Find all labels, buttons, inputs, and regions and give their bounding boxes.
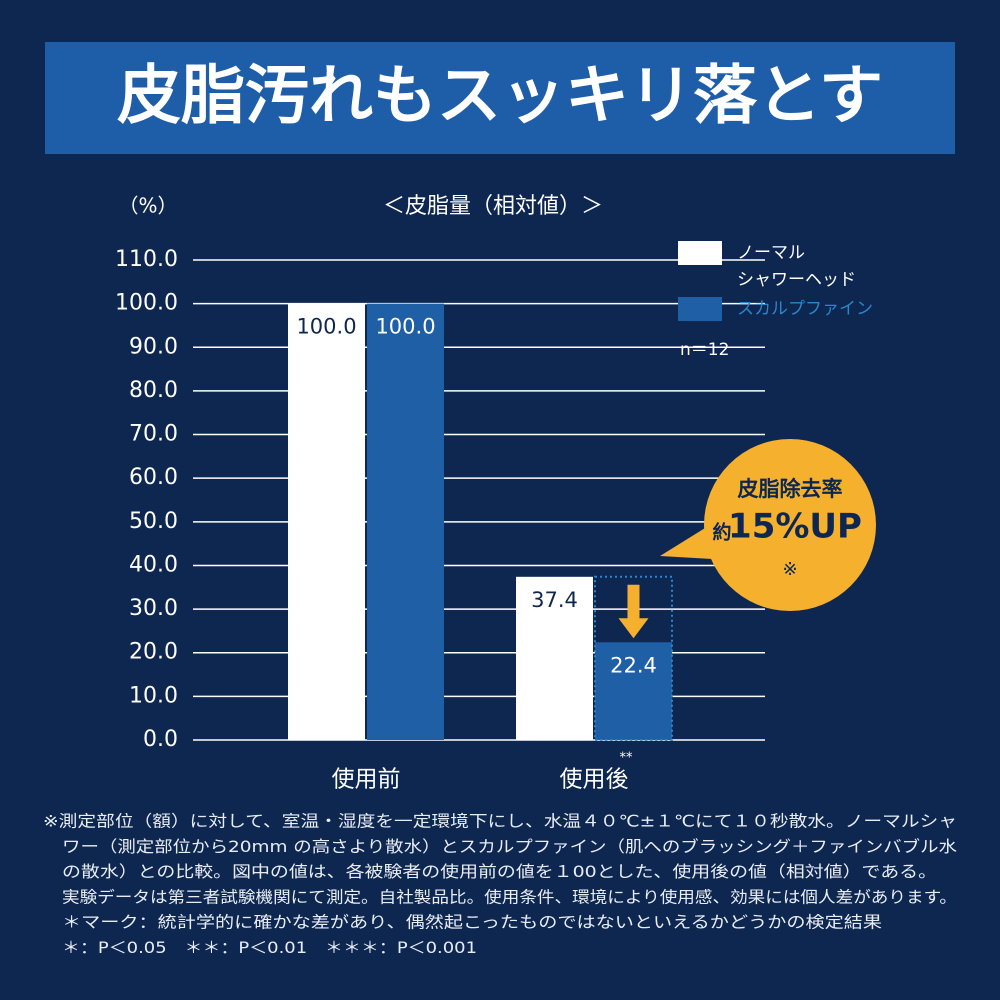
callout-bubble [704, 439, 876, 611]
y-tick-label: 30.0 [129, 596, 178, 621]
y-tick-label: 50.0 [129, 509, 178, 534]
bar [595, 642, 672, 740]
callout-text: 皮脂除去率 [738, 477, 843, 501]
y-tick-label: 80.0 [129, 378, 178, 403]
bar [367, 303, 444, 740]
footnote: ※測定部位（額）に対して、室温・湿度を一定環境下にし、水温４０℃±１℃にて１０秒… [43, 812, 957, 831]
y-tick-label: 0.0 [143, 727, 178, 752]
footnote: 実験データは第三者試験機関にて測定。自社製品比。使用条件、環境により使用感、効果… [62, 887, 957, 906]
y-tick-label: 10.0 [129, 683, 178, 708]
value-label: 37.4 [531, 588, 578, 612]
value-label: 100.0 [296, 315, 356, 339]
callout-prefix: 約 [712, 521, 731, 544]
legend-label: スカルプファイン [737, 299, 873, 319]
significance-mark: ** [620, 751, 634, 766]
bar [288, 303, 365, 740]
y-tick-label: 60.0 [129, 465, 178, 490]
y-tick-label: 20.0 [129, 640, 178, 665]
value-label: 100.0 [375, 315, 435, 339]
legend-label: ノーマルシャワーヘッド [737, 243, 856, 290]
y-tick-label: 40.0 [129, 552, 178, 577]
footnote: の散水）との比較。図中の値は、各被験者の使用前の値を１00とした、使用後の値（相… [62, 862, 937, 881]
y-tick-label: 110.0 [115, 247, 178, 272]
bar [516, 576, 593, 740]
footnote: ＊：P＜0.05 ＊＊：P＜0.01 ＊＊＊：P＜0.001 [62, 938, 477, 957]
legend-swatch [678, 297, 722, 321]
footnote: ワー（測定部位から20mm の高さより散水）とスカルプファイン（肌へのブラッシン… [62, 837, 957, 856]
value-label: 22.4 [610, 653, 657, 677]
title-banner [45, 42, 955, 154]
callout: 皮脂除去率 約 15%UP ※ [660, 439, 876, 611]
sample-note: n＝12 [680, 340, 729, 360]
y-tick-label: 90.0 [129, 334, 178, 359]
x-tick-label: 使用後 [560, 767, 629, 793]
y-axis-label: （%） [118, 194, 177, 218]
callout-mark: ※ [782, 559, 797, 580]
reduction-arrow [618, 584, 649, 639]
page-title: 皮脂汚れもスッキリ落とす [117, 60, 883, 134]
footnote: ＊マーク：統計学的に確かな差があり、偶然起こったものではないといえるかどうかの検… [62, 913, 882, 932]
y-tick-label: 70.0 [129, 422, 178, 447]
callout-value: 15%UP [728, 507, 862, 547]
y-tick-label: 100.0 [115, 291, 178, 316]
legend-swatch [678, 241, 722, 265]
chart-title: ＜皮脂量（相対値）＞ [383, 194, 603, 219]
x-tick-label: 使用前 [332, 767, 401, 793]
